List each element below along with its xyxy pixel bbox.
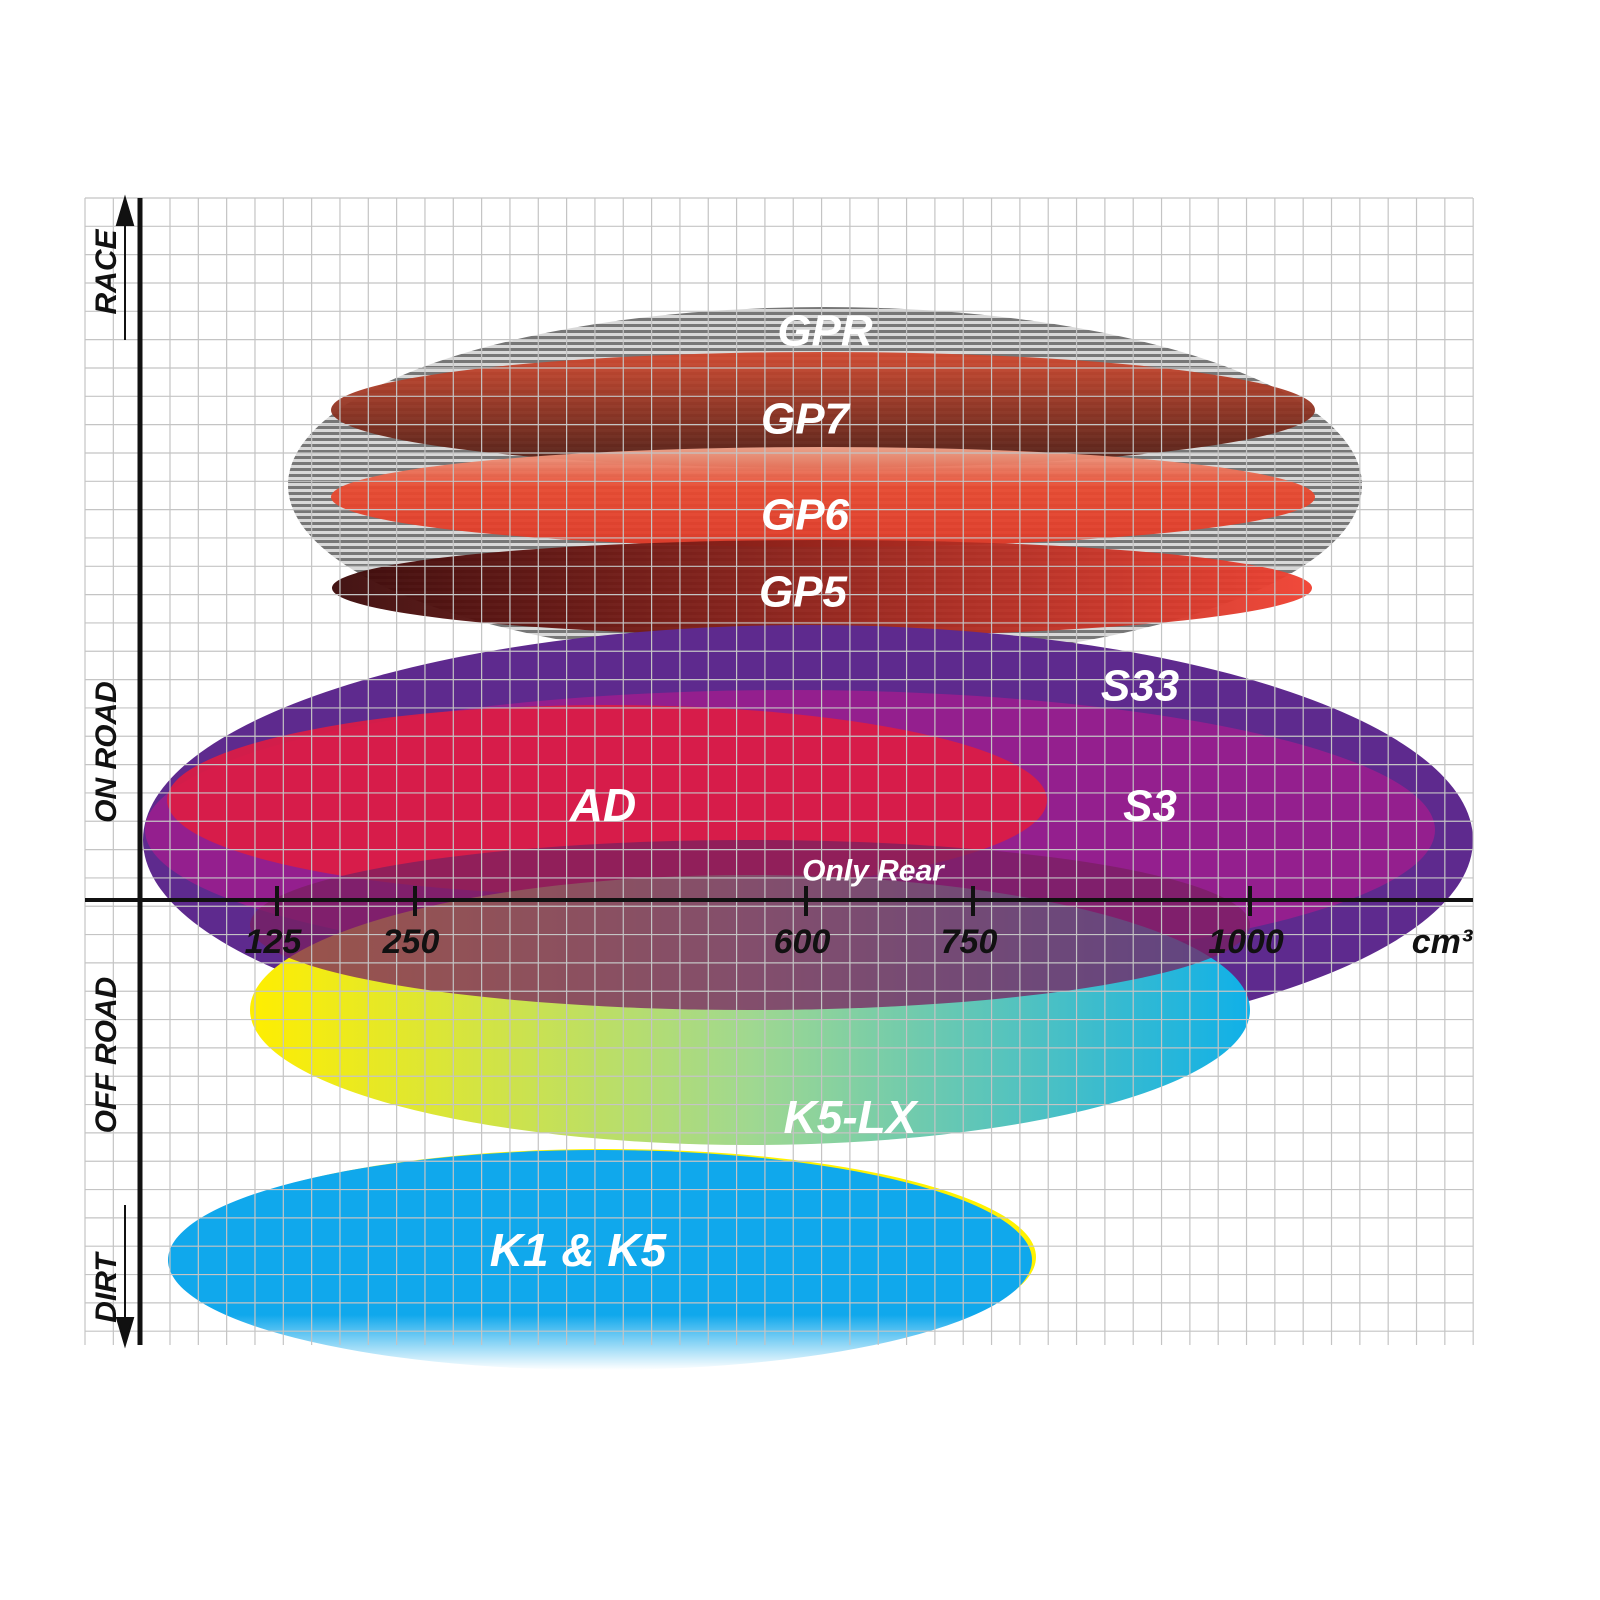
x-tick-label: 750 (941, 923, 998, 961)
ellipse-gp7 (331, 352, 1315, 468)
label-gpr: GPR (777, 306, 873, 355)
arrow-down-icon (115, 1205, 135, 1349)
product-labels: GPR GP7 GP6 GP5 S33 S3 AD K5-LX Only Rear K1 & K5 (490, 306, 1179, 1276)
label-race: RACE (90, 229, 123, 315)
label-ad: AD (569, 779, 636, 831)
product-ellipses (143, 307, 1473, 1370)
ellipse-k1-k5 (168, 1150, 1032, 1370)
label-k5-lx: K5-LX (784, 1091, 919, 1143)
x-axis-unit: cm³ (1412, 923, 1474, 961)
axes: 125 250 600 750 1000 RACE ON ROAD OFF ROAD D… (85, 194, 1474, 1349)
ellipse-gp6 (331, 447, 1315, 547)
ellipse-only-rear (250, 840, 1250, 1010)
label-gp5: GP5 (759, 567, 848, 616)
label-dirt: DIRT (90, 1251, 123, 1323)
label-only-rear: Only Rear (802, 855, 946, 888)
label-s3: S3 (1123, 781, 1177, 830)
x-tick-label: 125 (245, 923, 303, 961)
label-off-road: OFF ROAD (90, 977, 123, 1134)
x-tick-label: 600 (774, 923, 831, 961)
x-tick-label: 250 (382, 923, 440, 961)
label-gp7: GP7 (761, 394, 852, 443)
label-k1-k5: K1 & K5 (490, 1224, 668, 1276)
label-gp6: GP6 (761, 490, 850, 539)
label-on-road: ON ROAD (90, 681, 123, 823)
grid (84, 197, 1474, 1345)
x-tick-label: 1000 (1208, 923, 1284, 961)
arrow-up-icon (115, 194, 135, 340)
label-s33: S33 (1101, 661, 1179, 710)
